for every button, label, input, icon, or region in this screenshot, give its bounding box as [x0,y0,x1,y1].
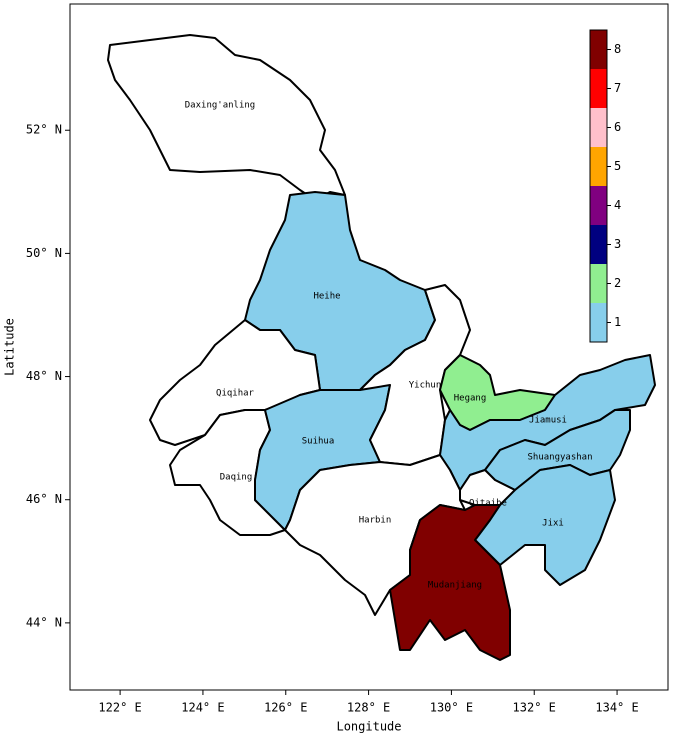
region-label: Daxing'anling [185,101,255,111]
colorbar-tick-label: 6 [614,120,621,134]
y-axis-label: Latitude [3,318,17,376]
x-tick-label: 132° E [513,701,556,715]
colorbar-tick-label: 4 [614,198,621,212]
region-label: Hegang [454,394,487,404]
y-tick-label: 46° N [26,492,62,506]
y-tick-label: 44° N [26,615,62,629]
colorbar-segment [590,147,607,186]
colorbar-frame [589,29,608,343]
region-label: Jixi [542,519,564,529]
region [107,34,346,201]
region-label: Heihe [313,292,340,302]
region [389,504,511,661]
x-tick-label: 122° E [98,701,141,715]
region-label: Suihua [302,437,335,447]
y-tick-label: 50° N [26,246,62,260]
x-axis-label: Longitude [336,720,401,734]
region-label: Mudanjiang [428,581,482,591]
region-label: Qitaihe [469,499,507,509]
x-tick-label: 134° E [595,701,638,715]
region-label: Shuangyashan [527,453,592,463]
y-tick-label: 48° N [26,369,62,383]
colorbar-tick-label: 5 [614,159,621,173]
colorbar-tick-label: 7 [614,81,621,95]
x-tick-label: 126° E [264,701,307,715]
colorbar-segment [590,225,607,264]
y-tick-label: 52° N [26,123,62,137]
colorbar-segment [590,264,607,303]
region-label: Jiamusi [529,416,567,426]
region [169,409,286,536]
colorbar-tick-label: 1 [614,315,621,329]
colorbar-segment [590,30,607,69]
colorbar-segment [590,69,607,108]
region-label: Harbin [359,516,392,526]
colorbar-segment [590,303,607,342]
x-tick-label: 128° E [347,701,390,715]
colorbar-tick-label: 3 [614,237,621,251]
region-label: Qiqihar [216,389,255,399]
colorbar-tick-label: 8 [614,42,621,56]
colorbar-tick-label: 2 [614,276,621,290]
colorbar-segment [590,186,607,225]
region-label: Yichun [409,381,442,391]
region-label: Daqing [220,473,253,483]
x-tick-label: 130° E [430,701,473,715]
colorbar-segment [590,108,607,147]
x-tick-label: 124° E [181,701,224,715]
